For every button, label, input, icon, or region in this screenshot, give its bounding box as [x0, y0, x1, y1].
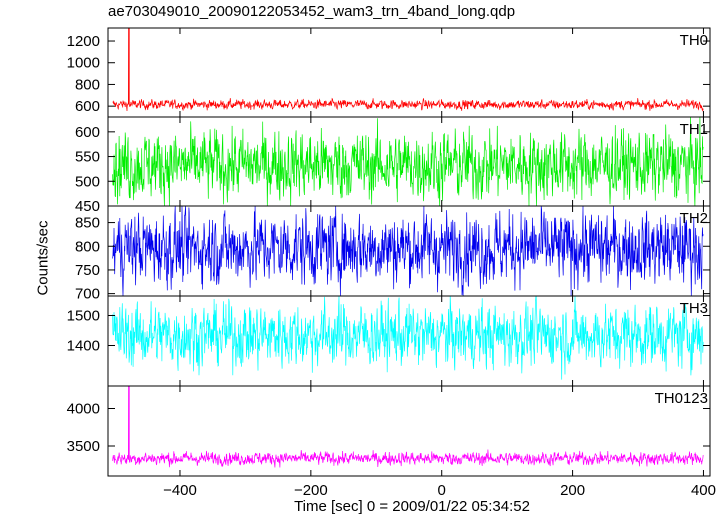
panel-frame	[107, 385, 711, 477]
y-tick-label: 450	[75, 198, 100, 215]
x-tick-label: −200	[294, 482, 328, 499]
y-tick-label: 1500	[67, 308, 100, 325]
y-tick-label: 600	[75, 98, 100, 115]
series-name-label: TH0123	[655, 390, 708, 407]
x-tick-label: 200	[560, 482, 585, 499]
y-tick-label: 500	[75, 173, 100, 190]
series-name-label: TH2	[680, 210, 708, 227]
x-tick-label: 400	[691, 482, 716, 499]
panel-th0123: 3500 4000 TH0123	[67, 385, 711, 477]
panel-th2: 700 750 800 850 TH2	[75, 205, 711, 303]
panel-th3: 1400 1500 TH3	[67, 295, 711, 387]
series-name-label: TH3	[680, 300, 708, 317]
y-tick-label: 1400	[67, 338, 100, 355]
y-tick-label: 800	[75, 76, 100, 93]
series-line-th2	[112, 205, 704, 297]
x-tick-label: −400	[163, 482, 197, 499]
y-tick-label: 600	[75, 124, 100, 141]
series-name-label: TH0	[680, 32, 708, 49]
y-tick-label: 750	[75, 262, 100, 279]
x-axis-label: Time [sec] 0 = 2009/01/22 05:34:52	[294, 498, 530, 515]
y-tick-label: 4000	[67, 401, 100, 418]
series-line-th1	[112, 116, 704, 207]
series-name-label: TH1	[680, 121, 708, 138]
y-tick-label: 700	[75, 286, 100, 303]
series-line-th0	[112, 27, 704, 112]
y-tick-label: 550	[75, 149, 100, 166]
y-tick-label: 3500	[67, 438, 100, 455]
panel-th1: 450 500 550 600 TH1	[75, 116, 711, 215]
series-line-th0123	[112, 385, 704, 468]
y-tick-label: 800	[75, 238, 100, 255]
y-tick-label: 1000	[67, 55, 100, 72]
panel-th0: 600 800 1000 1200 TH0	[67, 27, 711, 118]
y-tick-label: 850	[75, 215, 100, 232]
chart-title: ae703049010_20090122053452_wam3_trn_4ban…	[108, 3, 516, 20]
y-tick-label: 1200	[67, 33, 100, 50]
x-tick-label: 0	[438, 482, 446, 499]
series-line-th3	[112, 295, 704, 380]
